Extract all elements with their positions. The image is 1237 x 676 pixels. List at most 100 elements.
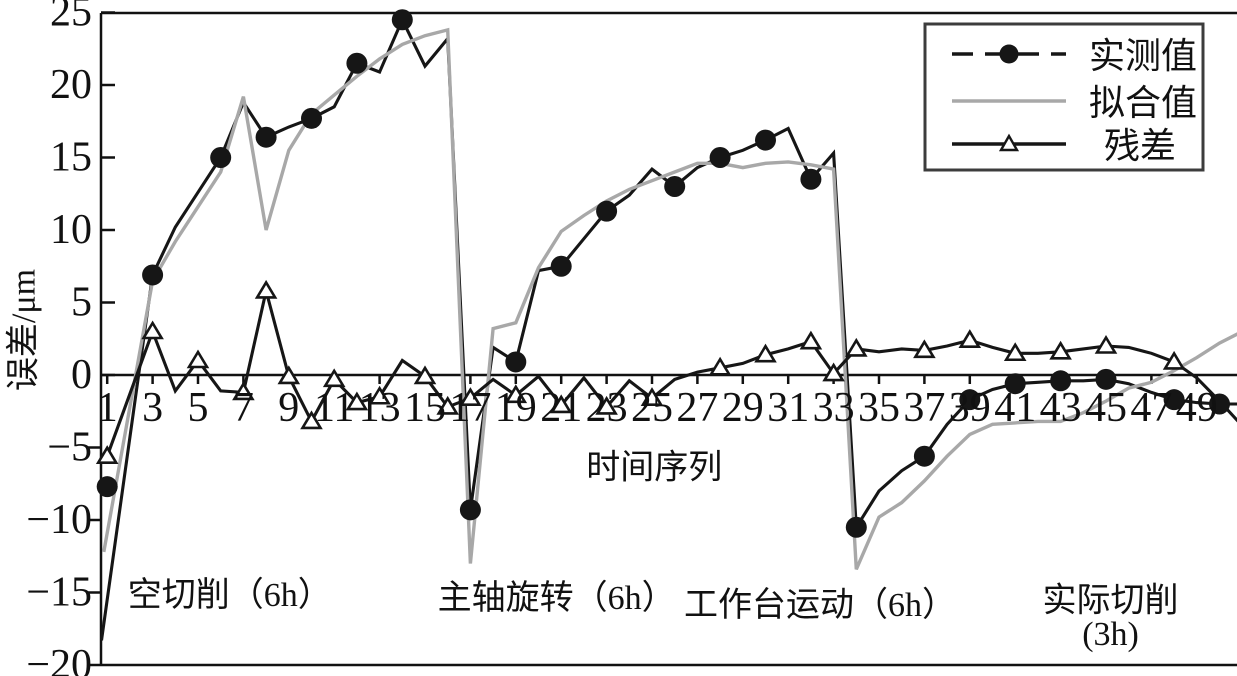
x-tick-label: 45 [1085, 385, 1127, 431]
legend-entry-residual: 残差 [952, 126, 1176, 166]
circle-marker [709, 147, 731, 168]
x-tick-label: 9 [278, 385, 299, 431]
circle-marker [301, 107, 322, 129]
residual-markers [95, 279, 1186, 464]
circle-marker [505, 351, 527, 373]
circle-marker [1050, 370, 1072, 392]
triangle-marker [1049, 340, 1072, 360]
triangle-marker [277, 365, 301, 385]
x-tick-label: 21 [540, 385, 582, 431]
triangle-marker [300, 410, 323, 430]
triangle-marker [1003, 342, 1027, 362]
circle-marker [1209, 393, 1230, 415]
circle-marker [755, 129, 776, 151]
circle-marker [999, 44, 1019, 64]
y-tick-label: −5 [47, 425, 92, 471]
circle-marker [96, 476, 118, 498]
triangle-marker [232, 381, 255, 401]
y-tick-label: 10 [50, 207, 92, 253]
x-tick-label: 29 [722, 385, 764, 431]
legend-entry-fitted: 拟合值 [952, 83, 1197, 123]
circle-marker [346, 52, 368, 74]
y-tick-label: 25 [50, 0, 92, 36]
legend-entry-measured: 实测值 [952, 36, 1197, 76]
x-tick-label: 35 [858, 385, 900, 431]
circle-marker [459, 499, 481, 521]
measured-markers [96, 9, 1230, 538]
triangle-marker [368, 385, 391, 405]
axis-titles: 时间序列 误差/μm [5, 269, 723, 486]
triangle-marker [595, 395, 618, 415]
x-tick-label: 19 [495, 385, 537, 431]
x-tick-label: 49 [1176, 385, 1218, 431]
triangle-marker [254, 279, 278, 299]
triangle-marker [913, 339, 936, 359]
circle-marker [800, 168, 822, 190]
triangle-marker [413, 365, 437, 385]
triangle-marker [799, 330, 823, 350]
phase-annotation: 实际切削 [1043, 582, 1179, 620]
triangle-marker [186, 349, 210, 369]
x-axis-title: 时间序列 [586, 448, 722, 486]
triangle-marker [345, 391, 369, 411]
x-tick-label: 39 [949, 385, 991, 431]
circle-marker [664, 176, 686, 197]
x-tick-label: 3 [142, 385, 163, 431]
triangle-marker [958, 329, 982, 348]
y-axis-title: 误差/μm [5, 269, 43, 391]
y-tick-label: 0 [71, 352, 92, 398]
triangle-marker [845, 337, 868, 357]
x-tick-label: 25 [631, 385, 673, 431]
x-tick-label: 23 [586, 385, 628, 431]
circle-marker [255, 126, 277, 148]
circle-marker [1095, 368, 1117, 390]
legend-label: 实测值 [1089, 36, 1197, 76]
x-tick-label: 15 [404, 385, 446, 431]
triangle-marker [1094, 334, 1118, 354]
x-tick-label: 17 [449, 385, 491, 431]
x-tick-label: 47 [1130, 385, 1172, 431]
triangle-marker [322, 368, 346, 388]
triangle-marker [822, 362, 845, 382]
x-tick-label: 13 [359, 385, 401, 431]
triangle-marker [504, 384, 528, 404]
phase-annotations: 空切削（6h） 主轴旋转（6h） 工作台运动（6h） 实际切削(3h) [128, 576, 1179, 653]
circle-marker [913, 445, 935, 467]
x-tick-label: 1 [97, 385, 118, 431]
x-tick-label: 27 [676, 385, 718, 431]
x-tick-label: 11 [314, 385, 354, 431]
legend-label: 拟合值 [1089, 83, 1197, 123]
circle-marker [210, 147, 232, 168]
triangle-marker [1162, 350, 1186, 370]
x-tick-label: 5 [188, 385, 209, 431]
triangle-marker [640, 387, 664, 406]
circle-marker [1163, 389, 1185, 411]
phase-annotation: (3h) [1082, 616, 1139, 653]
x-axis-labels: 1 3 5 7 9 11 13 15 17 19 21 23 25 27 29 31 33 35 37 39 41 43 4… [97, 385, 1218, 431]
x-tick-label: 43 [1040, 385, 1082, 431]
circle-marker [596, 200, 618, 222]
x-tick-label: 31 [767, 385, 809, 431]
circle-marker [142, 264, 164, 286]
y-tick-label: 5 [71, 280, 92, 326]
legend-label: 残差 [1104, 126, 1176, 166]
phase-annotation: 空切削（6h） [128, 576, 332, 614]
y-tick-label: 15 [50, 135, 92, 181]
circle-marker [391, 9, 413, 31]
phase-annotation: 主轴旋转（6h） [438, 579, 676, 617]
triangle-marker [141, 320, 164, 340]
x-tick-label: 33 [813, 385, 855, 431]
triangle-marker [459, 387, 482, 406]
x-tick-label: 7 [233, 385, 254, 431]
phase-annotation: 工作台运动（6h） [684, 586, 956, 624]
y-tick-label: −15 [26, 570, 92, 616]
circle-marker [1004, 373, 1026, 395]
triangle-marker [708, 356, 732, 376]
x-tick-label: 41 [994, 385, 1036, 431]
y-axis-ticks: 25 20 15 10 5 0 −5 −10 −15 −20 [26, 0, 115, 676]
triangle-marker [436, 395, 459, 415]
x-tick-label: 37 [903, 385, 945, 431]
